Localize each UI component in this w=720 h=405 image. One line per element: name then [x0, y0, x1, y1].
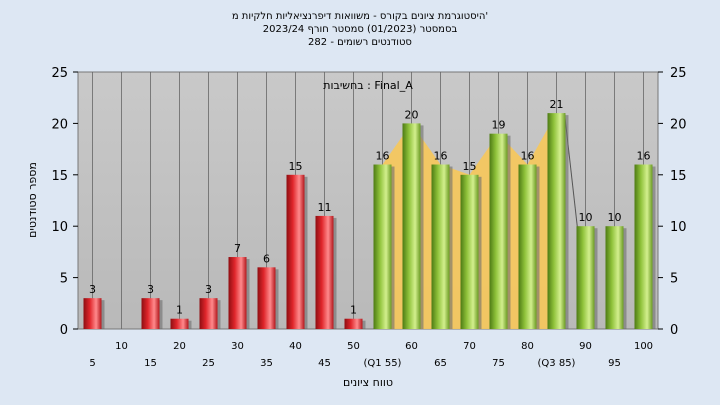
y-tick-label-left: 10 [51, 220, 68, 235]
data-label: 16 [521, 150, 535, 163]
x-tick-label: 80 [521, 341, 534, 352]
y-tick-label-left: 25 [51, 66, 68, 81]
bar-fail [257, 267, 276, 329]
bar-pass [547, 113, 566, 330]
x-tick-label: 100 [634, 341, 653, 352]
data-label: 15 [289, 160, 303, 173]
x-tick-label: 35 [260, 358, 273, 369]
x-tick-label: 95 [608, 358, 621, 369]
y-tick-label-right: 25 [670, 66, 687, 81]
bar-pass [431, 164, 450, 329]
x-tick-label: 75 [492, 358, 505, 369]
x-tick-label: 25 [202, 358, 215, 369]
data-label: 15 [463, 160, 477, 173]
x-tick-label: 10 [115, 341, 128, 352]
data-label: 1 [176, 304, 183, 317]
data-label: 16 [434, 150, 448, 163]
data-label: 3 [205, 283, 212, 296]
plot-annotation: בחשיבות : Final_A [323, 79, 413, 92]
data-label: 7 [234, 242, 241, 255]
x-tick-label: 15 [144, 358, 157, 369]
data-label: 20 [405, 108, 419, 121]
x-tick-label: 90 [579, 341, 592, 352]
data-label: 3 [147, 283, 154, 296]
x-tick-label: 50 [347, 341, 360, 352]
axes-group: 0 0 5 5 10 10 15 15 20 20 25 25 5 10 15 20 25 30 35 40 45 50 (… [51, 66, 686, 369]
chart-title-line-1: היסטוגרמת ציונים בקורס - משוואות דיפרנצי… [231, 11, 489, 22]
y-tick-label-left: 5 [60, 272, 68, 287]
bar-pass [634, 164, 653, 329]
bar-pass [460, 174, 479, 329]
bar-pass [373, 164, 392, 329]
y-tick-label-right: 0 [670, 323, 678, 338]
x-tick-label: 30 [231, 341, 244, 352]
y-tick-label-left: 20 [51, 117, 68, 132]
y-tick-label-right: 5 [670, 272, 678, 287]
x-tick-label: 60 [405, 341, 418, 352]
bar-fail [170, 318, 189, 329]
data-label: 3 [89, 283, 96, 296]
x-tick-label: 70 [463, 341, 476, 352]
x-tick-label: (Q1 55) [364, 358, 402, 369]
x-tick-label: 45 [318, 358, 331, 369]
y-axis-label: מספר סטודנטים [26, 162, 39, 238]
y-tick-label-left: 0 [60, 323, 68, 338]
bar-fail [315, 215, 334, 329]
x-axis-label: טווח ציונים [343, 376, 393, 389]
x-tick-label: 5 [89, 358, 95, 369]
bar-fail [286, 174, 305, 329]
data-label: 16 [376, 150, 390, 163]
bar-fail [199, 298, 218, 329]
x-tick-label: 20 [173, 341, 186, 352]
x-tick-label: (Q3 85) [538, 358, 576, 369]
y-tick-label-left: 15 [51, 169, 68, 184]
y-tick-label-right: 20 [670, 117, 687, 132]
bar-pass [605, 226, 624, 329]
data-label: 21 [550, 98, 564, 111]
data-label: 6 [263, 252, 270, 265]
data-label: 10 [579, 211, 593, 224]
bar-pass [489, 133, 508, 329]
bar-pass [402, 123, 421, 330]
bar-pass [576, 226, 595, 329]
chart-title-line-3: 282 - סטודנטים רשומים [308, 37, 412, 48]
data-label: 1 [350, 304, 357, 317]
data-label: 16 [637, 150, 651, 163]
bar-fail [141, 298, 160, 329]
chart-title-line-2: בסמסטר (01/2023) סמסטר חורף 2023/24 [262, 24, 458, 35]
data-label: 11 [318, 201, 332, 214]
bar-fail [83, 298, 102, 329]
y-tick-label-right: 15 [670, 169, 687, 184]
y-tick-label-right: 10 [670, 220, 687, 235]
bar-pass [518, 164, 537, 329]
bar-fail [344, 318, 363, 329]
x-tick-label: 40 [289, 341, 302, 352]
bar-fail [228, 257, 247, 329]
data-label: 19 [492, 119, 506, 132]
x-tick-label: 65 [434, 358, 447, 369]
data-label: 10 [608, 211, 622, 224]
plot-area [77, 71, 659, 330]
